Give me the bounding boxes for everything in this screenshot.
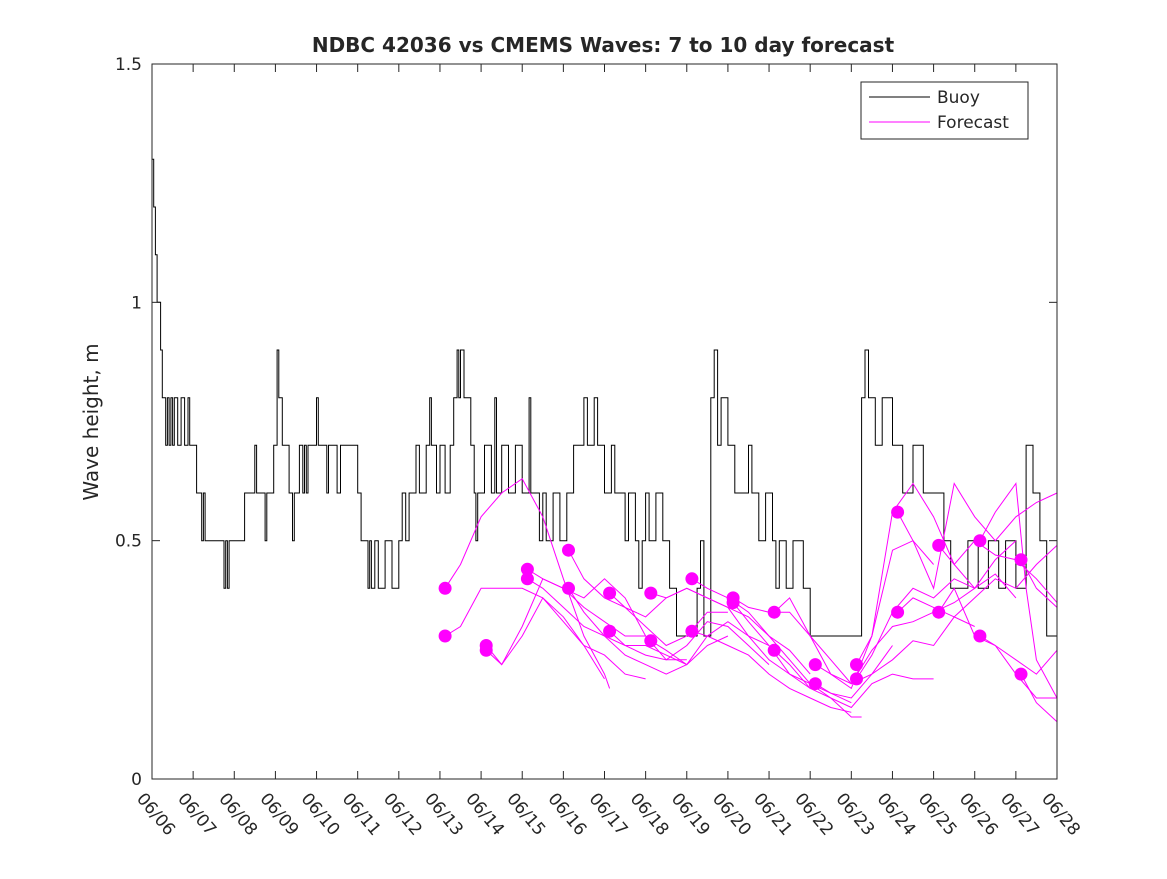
forecast-run-line (856, 573, 1017, 680)
legend-label-forecast: Forecast (937, 113, 1009, 133)
forecast-start-marker (850, 672, 863, 686)
forecast-start-marker (520, 562, 534, 576)
forecast-run-line (773, 649, 934, 709)
forecast-run-line (897, 482, 1058, 590)
forecast-run-line (856, 482, 1017, 665)
forecast-start-marker (562, 543, 575, 557)
forecast-run-line (568, 588, 729, 666)
forecast-start-marker (438, 581, 452, 595)
forecast-start-marker (973, 534, 987, 548)
forecast-start-marker (891, 605, 905, 619)
forecast-run-line (568, 549, 728, 647)
legend-box (860, 81, 1029, 140)
forecast-start-marker (644, 634, 658, 648)
forecast-run-line (1020, 673, 1058, 723)
legend: Buoy Forecast (860, 81, 1029, 140)
forecast-start-marker (644, 586, 658, 600)
y-tick-label: 1.5 (115, 55, 142, 75)
forecast-start-marker (767, 605, 781, 619)
forecast-run-line (691, 630, 852, 713)
forecast-run-line (650, 587, 811, 675)
forecast-run-line (773, 540, 934, 690)
forecast-run-line (691, 578, 852, 704)
forecast-start-marker (891, 505, 905, 519)
forecast-start-marker (1014, 667, 1028, 681)
forecast-run-line (815, 616, 975, 699)
forecast-start-marker (685, 572, 699, 586)
forecast-start-marker (603, 586, 617, 600)
forecast-start-marker (973, 629, 987, 643)
forecast-start-marker (932, 538, 946, 552)
forecast-run-line (485, 597, 646, 680)
forecast-start-marker (520, 572, 534, 586)
forecast-run-line (732, 602, 862, 718)
forecast-run-line (815, 587, 975, 685)
forecast-run-line (979, 482, 1058, 699)
y-tick-label: 0 (131, 770, 142, 790)
forecast-run-line (444, 477, 611, 689)
forecast-run-line (938, 540, 1058, 603)
forecast-start-marker (562, 581, 575, 595)
forecast-start-marker (1014, 553, 1028, 567)
chart-title: NDBC 42036 vs CMEMS Waves: 7 to 10 day f… (312, 33, 895, 57)
forecast-start-marker (932, 605, 946, 619)
forecast-run-line (609, 621, 770, 665)
forecast-start-marker (603, 624, 617, 638)
legend-label-buoy: Buoy (937, 88, 980, 108)
forecast-run-line (444, 587, 605, 680)
forecast-start-marker (685, 624, 699, 638)
forecast-start-marker (850, 658, 863, 672)
y-axis-label: Wave height, m (79, 343, 103, 500)
forecast-start-marker (726, 596, 740, 610)
y-tick-label: 0.5 (115, 532, 142, 552)
forecast-run-line (1020, 559, 1058, 608)
plot-area (152, 158, 1058, 723)
forecast-start-marker (808, 677, 822, 691)
series-line-buoy (152, 158, 1057, 637)
y-tick-label: 1 (131, 293, 142, 313)
forecast-start-marker (479, 643, 493, 657)
forecast-start-marker (808, 658, 822, 672)
forecast-start-marker (767, 643, 781, 657)
forecast-run-line (650, 621, 811, 689)
forecast-start-marker (438, 629, 452, 643)
